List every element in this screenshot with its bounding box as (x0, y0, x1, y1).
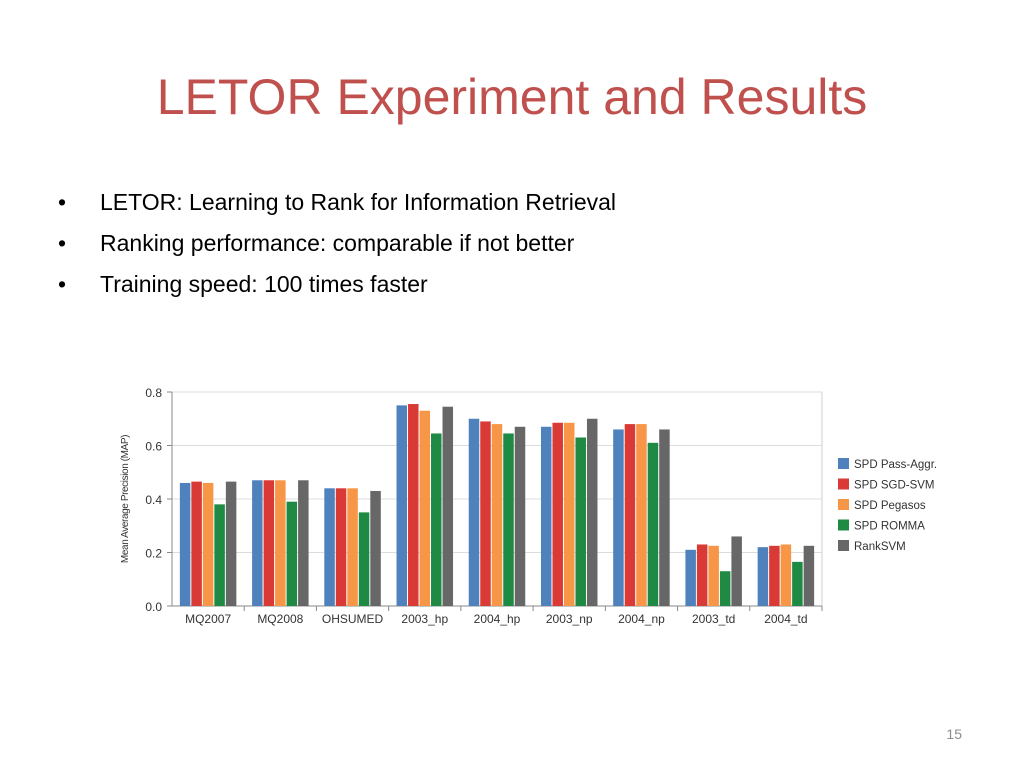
bullet-icon: • (58, 189, 67, 215)
bar (442, 406, 454, 606)
y-tick-label: 0.6 (145, 440, 162, 454)
bar (685, 549, 696, 606)
bar (719, 571, 731, 606)
bar (179, 482, 191, 606)
bar (708, 545, 719, 606)
legend-label: SPD Pass-Aggr. (854, 459, 937, 471)
x-tick-label: 2004_np (618, 612, 665, 626)
bar (347, 488, 358, 606)
bar (275, 480, 286, 606)
bar (286, 501, 298, 606)
legend-swatch (838, 458, 849, 469)
x-tick-label: MQ2008 (257, 612, 303, 626)
bar (696, 544, 708, 606)
y-tick-label: 0.0 (145, 600, 162, 614)
bar (468, 418, 480, 606)
bar (298, 480, 309, 606)
bar (252, 480, 263, 606)
x-tick-label: 2003_td (692, 612, 735, 626)
legend-swatch (838, 499, 849, 510)
legend-label: RankSVM (854, 541, 906, 553)
bar (514, 426, 526, 606)
bar (263, 480, 275, 606)
bar (575, 437, 586, 606)
bar (396, 405, 408, 606)
bar (503, 433, 514, 606)
bullet-item: • LETOR: Learning to Rank for Information… (58, 184, 616, 225)
bullet-text: Ranking performance: comparable if not b… (100, 230, 575, 256)
x-tick-label: 2004_td (764, 612, 807, 626)
bar (552, 422, 563, 606)
bar (358, 512, 370, 606)
bar (803, 545, 815, 606)
bar (225, 481, 237, 606)
x-tick-label: MQ2007 (185, 612, 231, 626)
bullet-list: • LETOR: Learning to Rank for Information… (58, 184, 616, 307)
bar (370, 490, 381, 606)
x-tick-label: 2003_hp (401, 612, 448, 626)
legend-label: SPD SGD-SVM (854, 480, 935, 492)
bar (563, 422, 575, 606)
y-tick-label: 0.8 (145, 386, 162, 400)
bar (659, 429, 670, 606)
bar (419, 410, 431, 606)
bullet-icon: • (58, 271, 67, 297)
bullet-text: Training speed: 100 times faster (100, 271, 428, 297)
bar (647, 442, 659, 606)
bar (613, 429, 624, 606)
y-tick-label: 0.4 (145, 493, 162, 507)
bar (191, 481, 202, 606)
slide-title: LETOR Experiment and Results (156, 69, 868, 125)
bullet-item: • Ranking performance: comparable if not … (58, 225, 616, 266)
bullet-item: • Training speed: 100 times faster (58, 266, 616, 307)
legend-label: SPD Pegasos (854, 500, 926, 512)
map-bar-chart: 0.0 0.2 0.4 0.6 0.8 Mean Average Precision (M… (120, 386, 937, 626)
bar (214, 504, 225, 606)
x-tick-label: OHSUMED (322, 612, 384, 626)
bar (202, 482, 214, 606)
legend-swatch (838, 478, 849, 490)
bar (757, 547, 769, 606)
bullet-text: LETOR: Learning to Rank for Information … (100, 189, 617, 215)
bar (480, 421, 491, 606)
bar (408, 404, 419, 606)
bar (540, 426, 552, 606)
bar (731, 536, 742, 606)
y-axis-label: Mean Average Precision (MAP) (120, 435, 131, 563)
bar (769, 545, 780, 606)
bar (431, 433, 442, 606)
bar (586, 418, 598, 606)
bar (491, 424, 503, 606)
x-tick-label: 2004_hp (474, 612, 521, 626)
bar (324, 488, 335, 606)
bar (335, 488, 347, 606)
bullet-icon: • (58, 230, 67, 256)
legend-swatch (838, 519, 849, 531)
legend-swatch (838, 540, 849, 551)
legend-label: SPD ROMMA (854, 521, 925, 533)
slide-number: 15 (946, 726, 962, 742)
bar (636, 424, 647, 606)
bar (792, 561, 803, 606)
bar (624, 424, 636, 606)
x-tick-label: 2003_np (546, 612, 593, 626)
y-tick-label: 0.2 (145, 547, 162, 561)
bar (780, 544, 792, 606)
